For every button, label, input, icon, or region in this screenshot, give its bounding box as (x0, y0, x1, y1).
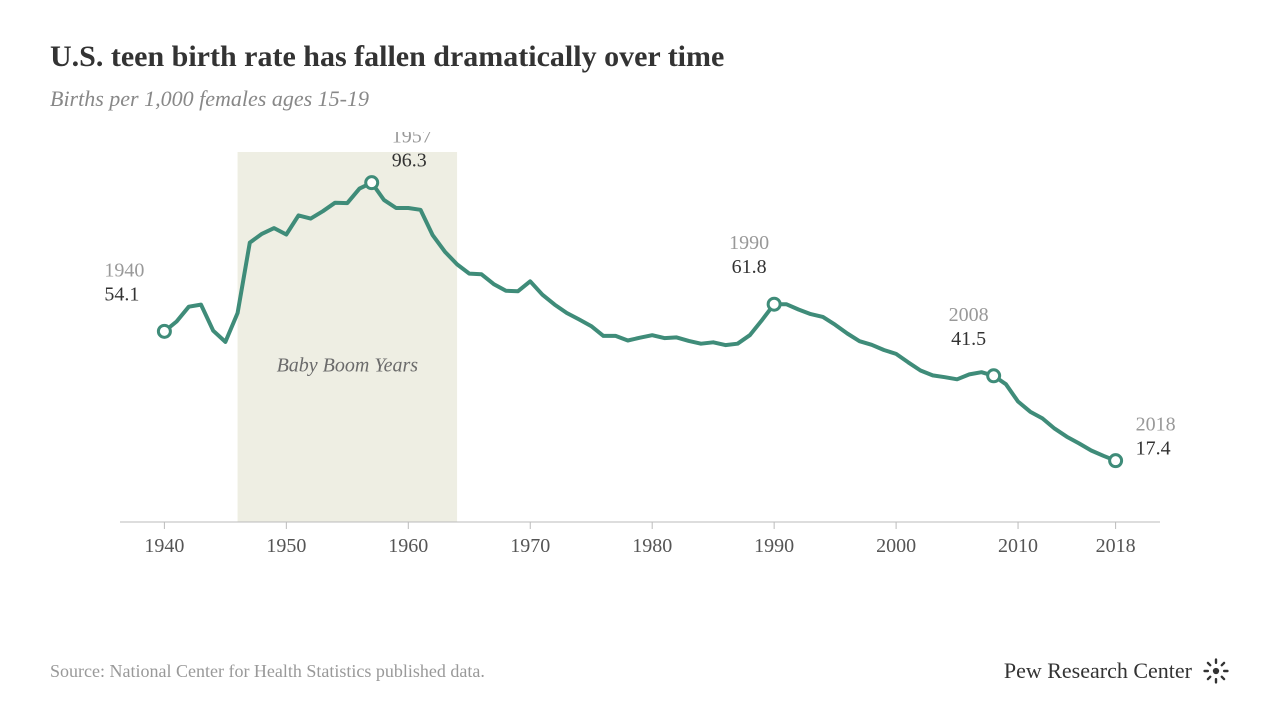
callout-value: 41.5 (951, 328, 986, 350)
data-marker (768, 298, 780, 310)
callout-value: 17.4 (1136, 438, 1171, 460)
brand: Pew Research Center (1004, 657, 1230, 685)
callout-value: 54.1 (104, 283, 139, 305)
chart-footer: Source: National Center for Health Stati… (50, 657, 1230, 685)
chart-subtitle: Births per 1,000 females ages 15-19 (50, 86, 1230, 112)
data-marker (158, 325, 170, 337)
line-chart: 1940 1950 1960 1970 1980 1990 2000 2010 2018 Baby… (70, 132, 1210, 572)
band-label: Baby Boom Years (277, 355, 419, 377)
data-marker (366, 177, 378, 189)
x-tick-label: 2018 (1096, 535, 1136, 557)
data-marker (988, 370, 1000, 382)
callout-year: 1940 (104, 259, 144, 281)
x-tick-label: 1950 (266, 535, 306, 557)
baby-boom-band (238, 152, 458, 522)
source-text: Source: National Center for Health Stati… (50, 661, 485, 682)
callout-value: 61.8 (732, 256, 767, 278)
callout-year: 1957 (392, 132, 432, 148)
x-tick-label: 2010 (998, 535, 1038, 557)
x-tick-label: 1990 (754, 535, 794, 557)
data-marker (1110, 455, 1122, 467)
callout-year: 2008 (949, 304, 989, 326)
x-tick-label: 1980 (632, 535, 672, 557)
x-tick-label: 1960 (388, 535, 428, 557)
x-tick-label: 1970 (510, 535, 550, 557)
brand-text: Pew Research Center (1004, 658, 1192, 684)
callout-year: 1990 (729, 232, 769, 254)
callout-year: 2018 (1136, 414, 1176, 436)
callout-value: 96.3 (392, 150, 427, 172)
x-tick-label: 2000 (876, 535, 916, 557)
x-tick-label: 1940 (144, 535, 184, 557)
brand-icon (1202, 657, 1230, 685)
chart-title: U.S. teen birth rate has fallen dramatic… (50, 40, 1230, 74)
